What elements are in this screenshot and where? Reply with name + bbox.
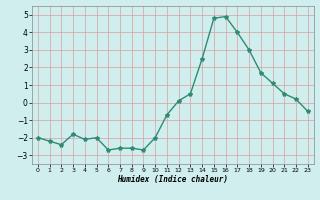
X-axis label: Humidex (Indice chaleur): Humidex (Indice chaleur) (117, 175, 228, 184)
